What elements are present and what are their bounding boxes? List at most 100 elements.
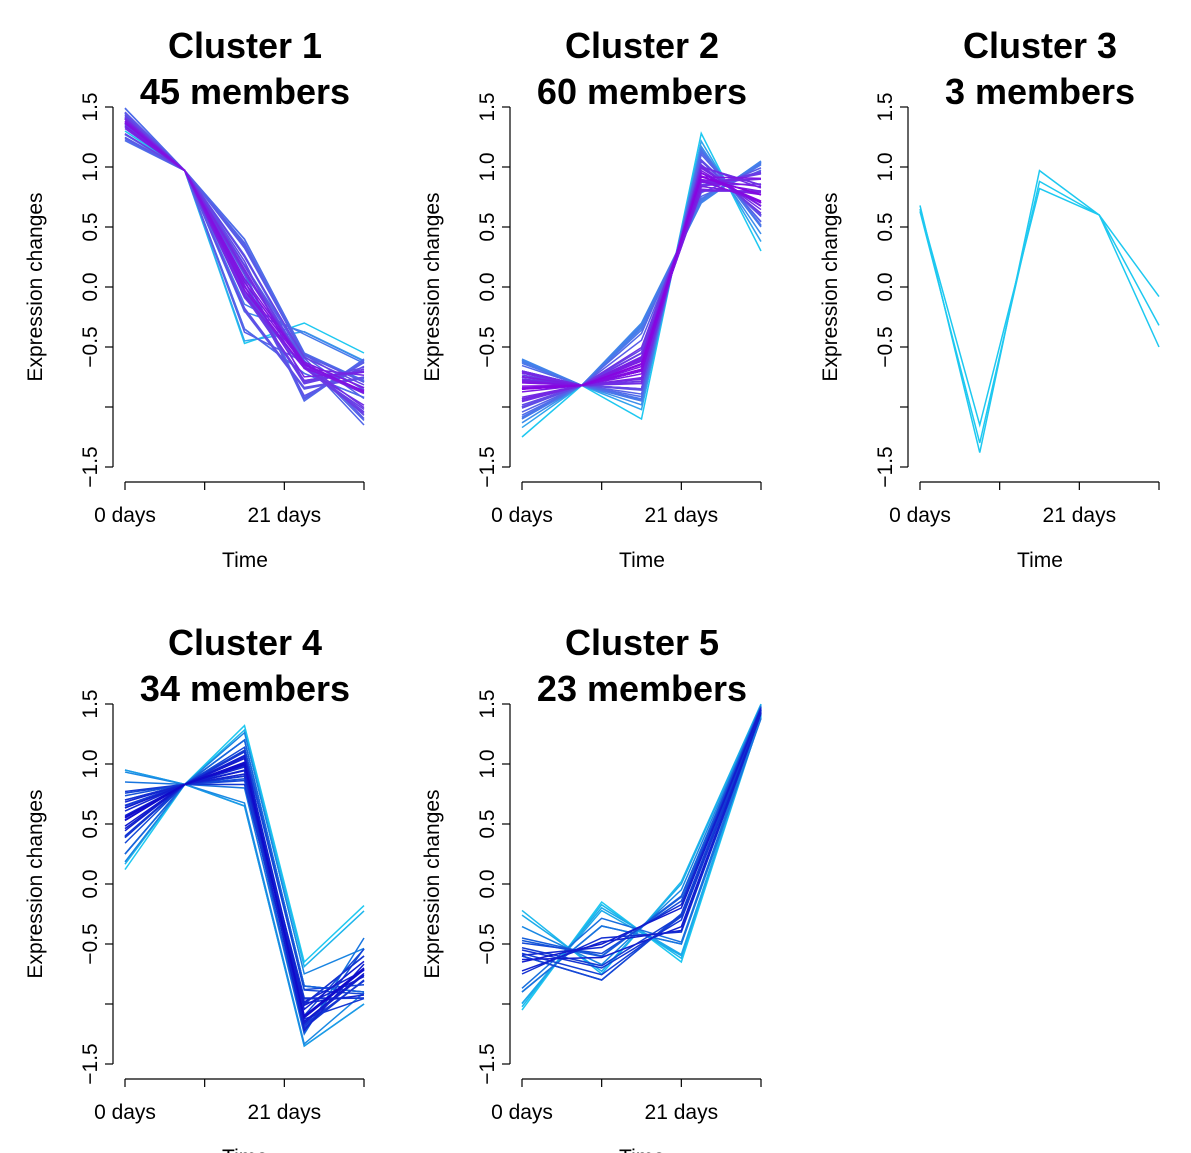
chart-title: Cluster 4	[168, 622, 322, 663]
chart-title: Cluster 3	[963, 25, 1117, 66]
y-tick-label: 1.5	[79, 689, 102, 718]
chart-panel-1: Cluster 1 45 members −1.5 −0.5 0.0 0.5 1.0 1.5 0…	[24, 25, 365, 572]
chart-panel-5: Cluster 5 23 members −1.5 −0.5 0.0 0.5 1.0 1.5 0…	[421, 622, 762, 1153]
series-line	[124, 724, 365, 964]
y-tick-label: 1.0	[874, 152, 897, 181]
series-line	[124, 127, 365, 376]
chart-panel-4: Cluster 4 34 members −1.5 −0.5 0.0 0.5 1.0 1.5 0…	[24, 622, 365, 1153]
y-tick-label: −0.5	[476, 923, 499, 964]
y-tick-label: −1.5	[79, 1043, 102, 1084]
x-tick-label: 21 days	[1043, 504, 1117, 527]
series-line	[521, 714, 762, 1004]
y-tick-label: −1.5	[476, 1043, 499, 1084]
y-tick-label: 1.0	[476, 749, 499, 778]
x-tick-label: 0 days	[889, 504, 951, 527]
y-tick-label: −1.5	[79, 446, 102, 487]
x-tick-label: 0 days	[491, 504, 553, 527]
x-tick-label: 0 days	[94, 1101, 156, 1124]
y-axis-label: Expression changes	[24, 789, 47, 978]
chart-subtitle: 45 members	[140, 71, 350, 112]
y-axis-label: Expression changes	[24, 192, 47, 381]
series-line	[124, 136, 365, 383]
series-line	[521, 178, 762, 387]
y-tick-label: −0.5	[79, 326, 102, 367]
series-line	[521, 706, 762, 957]
series-line	[521, 713, 762, 975]
series-line	[124, 775, 365, 1006]
y-tick-label: −0.5	[874, 326, 897, 367]
y-axis-label: Expression changes	[421, 192, 444, 381]
y-tick-label: 1.5	[874, 92, 897, 121]
series-line	[124, 754, 365, 1007]
y-tick-label: −1.5	[874, 446, 897, 487]
chart-title: Cluster 2	[565, 25, 719, 66]
chart-panel-2: Cluster 2 60 members −1.5 −0.5 0.0 0.5 1.0 1.5 0…	[421, 25, 762, 572]
y-tick-label: 0.5	[79, 212, 102, 241]
chart-subtitle: 3 members	[945, 71, 1135, 112]
series-line	[521, 708, 762, 963]
series-line	[919, 169, 1160, 453]
x-axis-label: Time	[619, 1146, 665, 1153]
x-tick-label: 21 days	[248, 504, 322, 527]
y-tick-label: 0.0	[476, 869, 499, 898]
series-line	[124, 749, 365, 1026]
series-line	[124, 122, 365, 393]
series-line	[521, 167, 762, 400]
chart-subtitle: 60 members	[537, 71, 747, 112]
y-tick-label: −1.5	[476, 446, 499, 487]
series-line	[124, 773, 365, 1004]
series-line	[124, 775, 365, 1006]
y-tick-label: 0.0	[79, 869, 102, 898]
chart-panel-3: Cluster 3 3 members −1.5 −0.5 0.0 0.5 1.0 1.5 0 …	[819, 25, 1160, 572]
series-line	[521, 713, 762, 972]
y-tick-label: 1.5	[476, 92, 499, 121]
series-line	[919, 187, 1160, 428]
chart-title: Cluster 1	[168, 25, 322, 66]
x-axis-label: Time	[619, 549, 665, 572]
x-tick-label: 0 days	[491, 1101, 553, 1124]
y-tick-label: 0.0	[79, 272, 102, 301]
series-line	[124, 771, 365, 1046]
chart-title: Cluster 5	[565, 622, 719, 663]
x-tick-label: 0 days	[94, 504, 156, 527]
series-line	[521, 707, 762, 955]
series-line	[124, 763, 365, 1018]
y-tick-label: 0.0	[476, 272, 499, 301]
y-tick-label: 0.5	[79, 809, 102, 838]
series-line	[521, 175, 762, 390]
series-line	[521, 706, 762, 958]
x-axis-label: Time	[222, 549, 268, 572]
series-line	[124, 125, 365, 389]
series-line	[521, 707, 762, 957]
x-tick-label: 21 days	[645, 1101, 719, 1124]
series-line	[124, 731, 365, 975]
y-axis-label: Expression changes	[819, 192, 842, 381]
y-tick-label: −0.5	[79, 923, 102, 964]
series-line	[124, 132, 365, 386]
y-tick-label: 0.5	[476, 809, 499, 838]
series-line	[124, 757, 365, 1023]
y-tick-label: 1.0	[476, 152, 499, 181]
series-line	[521, 711, 762, 961]
x-tick-label: 21 days	[248, 1101, 322, 1124]
x-axis-label: Time	[222, 1146, 268, 1153]
y-axis-label: Expression changes	[421, 789, 444, 978]
chart-subtitle: 34 members	[140, 668, 350, 709]
y-tick-label: −0.5	[476, 326, 499, 367]
series-line	[919, 180, 1160, 444]
x-axis-label: Time	[1017, 549, 1063, 572]
y-tick-label: 1.0	[79, 749, 102, 778]
y-tick-label: 1.5	[476, 689, 499, 718]
y-tick-label: 1.5	[79, 92, 102, 121]
x-tick-label: 21 days	[645, 504, 719, 527]
y-tick-label: 0.0	[874, 272, 897, 301]
y-tick-label: 1.0	[79, 152, 102, 181]
series-line	[124, 769, 365, 1011]
chart-subtitle: 23 members	[537, 668, 747, 709]
series-line	[521, 715, 762, 1011]
series-line	[521, 174, 762, 387]
y-tick-label: 0.5	[476, 212, 499, 241]
series-line	[521, 173, 762, 387]
y-tick-label: 0.5	[874, 212, 897, 241]
